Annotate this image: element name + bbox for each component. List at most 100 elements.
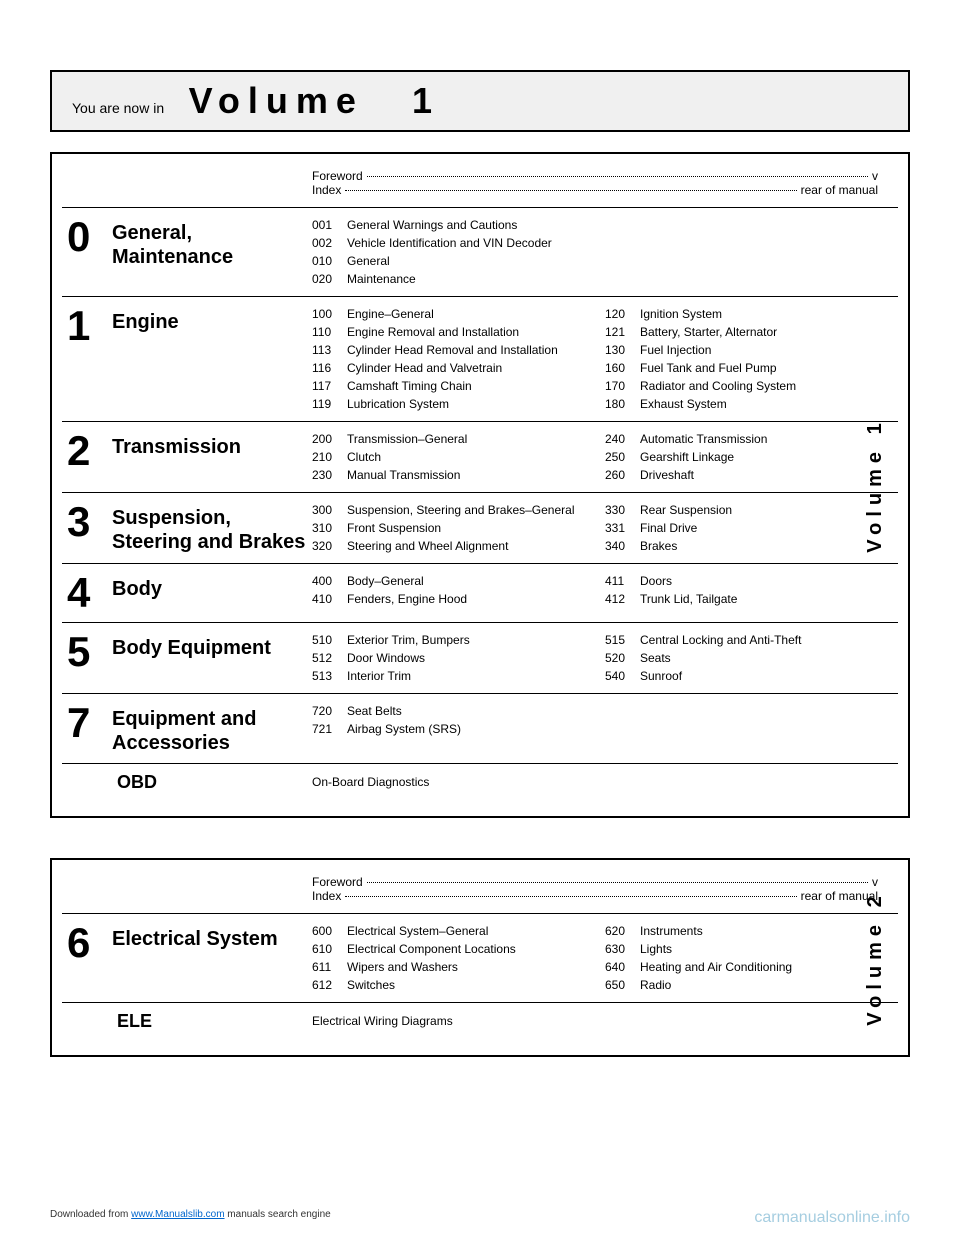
ele-text: Electrical Wiring Diagrams — [312, 1011, 453, 1032]
section-number: 0 — [62, 216, 112, 258]
footer-watermark: carmanualsonline.info — [754, 1209, 910, 1227]
ele-row: ELE Electrical Wiring Diagrams — [62, 1002, 898, 1040]
section-row: 7Equipment and Accessories720Seat Belts7… — [62, 693, 898, 763]
header-banner: You are now in Volume 1 — [50, 70, 910, 132]
footer-link[interactable]: www.Manualslib.com — [131, 1209, 224, 1220]
content-code: 620 — [605, 922, 640, 940]
content-text: General — [347, 252, 605, 270]
content-code: 630 — [605, 940, 640, 958]
volume-2-box: Foreword v Index rear of manual 6Electri… — [50, 858, 910, 1057]
content-item: 331Final Drive — [605, 519, 898, 537]
content-col-left: 100Engine–General110Engine Removal and I… — [312, 305, 605, 413]
content-text: Lights — [640, 940, 898, 958]
content-item: 513Interior Trim — [312, 667, 605, 685]
content-item: 200Transmission–General — [312, 430, 605, 448]
content-code: 330 — [605, 501, 640, 519]
content-item: 520Seats — [605, 649, 898, 667]
content-col-left: 001General Warnings and Cautions002Vehic… — [312, 216, 605, 288]
content-item: 330Rear Suspension — [605, 501, 898, 519]
content-text: Rear Suspension — [640, 501, 898, 519]
content-code: 113 — [312, 341, 347, 359]
content-text: Radio — [640, 976, 898, 994]
section-title: Equipment and Accessories — [112, 702, 312, 755]
content-text: Trunk Lid, Tailgate — [640, 590, 898, 608]
content-col-right: 515Central Locking and Anti-Theft520Seat… — [605, 631, 898, 685]
content-item: 320Steering and Wheel Alignment — [312, 537, 605, 555]
content-code: 020 — [312, 270, 347, 288]
content-col-left: 400Body–General410Fenders, Engine Hood — [312, 572, 605, 608]
content-text: Door Windows — [347, 649, 605, 667]
content-item: 721Airbag System (SRS) — [312, 720, 605, 738]
content-item: 400Body–General — [312, 572, 605, 590]
content-text: Instruments — [640, 922, 898, 940]
header-prefix: You are now in — [72, 100, 164, 116]
content-item: 310Front Suspension — [312, 519, 605, 537]
content-col-right — [605, 702, 898, 738]
section-title: General, Maintenance — [112, 216, 312, 269]
content-text: Exterior Trim, Bumpers — [347, 631, 605, 649]
content-col-right: 411Doors412Trunk Lid, Tailgate — [605, 572, 898, 608]
foreword-line-v2: Foreword v — [312, 875, 878, 889]
content-text: Battery, Starter, Alternator — [640, 323, 898, 341]
foreword-line: Foreword v — [312, 169, 878, 183]
section-title: Body Equipment — [112, 631, 312, 660]
section-number: 7 — [62, 702, 112, 744]
content-item: 121Battery, Starter, Alternator — [605, 323, 898, 341]
section-content: 200Transmission–General210Clutch230Manua… — [312, 430, 898, 484]
content-code: 160 — [605, 359, 640, 377]
index-line-v2: Index rear of manual — [312, 889, 878, 903]
content-item: 180Exhaust System — [605, 395, 898, 413]
content-item: 600Electrical System–General — [312, 922, 605, 940]
section-row: 0General, Maintenance001General Warnings… — [62, 207, 898, 296]
section-row: 1Engine100Engine–General110Engine Remova… — [62, 296, 898, 421]
content-item: 612Switches — [312, 976, 605, 994]
content-item: 640Heating and Air Conditioning — [605, 958, 898, 976]
content-text: Fuel Tank and Fuel Pump — [640, 359, 898, 377]
content-text: Brakes — [640, 537, 898, 555]
content-item: 250Gearshift Linkage — [605, 448, 898, 466]
content-text: Suspension, Steering and Brakes–General — [347, 501, 605, 519]
content-code: 119 — [312, 395, 347, 413]
content-text: Seats — [640, 649, 898, 667]
content-code: 331 — [605, 519, 640, 537]
content-code: 720 — [312, 702, 347, 720]
content-code: 400 — [312, 572, 347, 590]
section-number: 5 — [62, 631, 112, 673]
content-item: 540Sunroof — [605, 667, 898, 685]
section-number: 3 — [62, 501, 112, 543]
content-text: Radiator and Cooling System — [640, 377, 898, 395]
content-item: 120Ignition System — [605, 305, 898, 323]
content-item: 119Lubrication System — [312, 395, 605, 413]
content-code: 540 — [605, 667, 640, 685]
content-item: 020Maintenance — [312, 270, 605, 288]
section-row: 2Transmission200Transmission–General210C… — [62, 421, 898, 492]
content-text: Engine–General — [347, 305, 605, 323]
content-text: General Warnings and Cautions — [347, 216, 605, 234]
content-text: Clutch — [347, 448, 605, 466]
section-content: 600Electrical System–General610Electrica… — [312, 922, 898, 994]
section-row: 6Electrical System600Electrical System–G… — [62, 913, 898, 1002]
content-item: 611Wipers and Washers — [312, 958, 605, 976]
obd-row: OBD On-Board Diagnostics — [62, 763, 898, 801]
content-item: 411Doors — [605, 572, 898, 590]
content-item: 100Engine–General — [312, 305, 605, 323]
content-code: 721 — [312, 720, 347, 738]
content-item: 260Driveshaft — [605, 466, 898, 484]
content-code: 200 — [312, 430, 347, 448]
content-col-right: 240Automatic Transmission250Gearshift Li… — [605, 430, 898, 484]
content-code: 412 — [605, 590, 640, 608]
content-item: 210Clutch — [312, 448, 605, 466]
content-code: 640 — [605, 958, 640, 976]
content-col-left: 600Electrical System–General610Electrica… — [312, 922, 605, 994]
section-content: 300Suspension, Steering and Brakes–Gener… — [312, 501, 898, 555]
content-text: Cylinder Head and Valvetrain — [347, 359, 605, 377]
content-text: Vehicle Identification and VIN Decoder — [347, 234, 605, 252]
content-text: Driveshaft — [640, 466, 898, 484]
content-code: 520 — [605, 649, 640, 667]
content-item: 630Lights — [605, 940, 898, 958]
content-code: 170 — [605, 377, 640, 395]
volume-2-side-label: Volume 2 — [864, 890, 887, 1025]
content-code: 010 — [312, 252, 347, 270]
content-text: Electrical Component Locations — [347, 940, 605, 958]
content-item: 010General — [312, 252, 605, 270]
